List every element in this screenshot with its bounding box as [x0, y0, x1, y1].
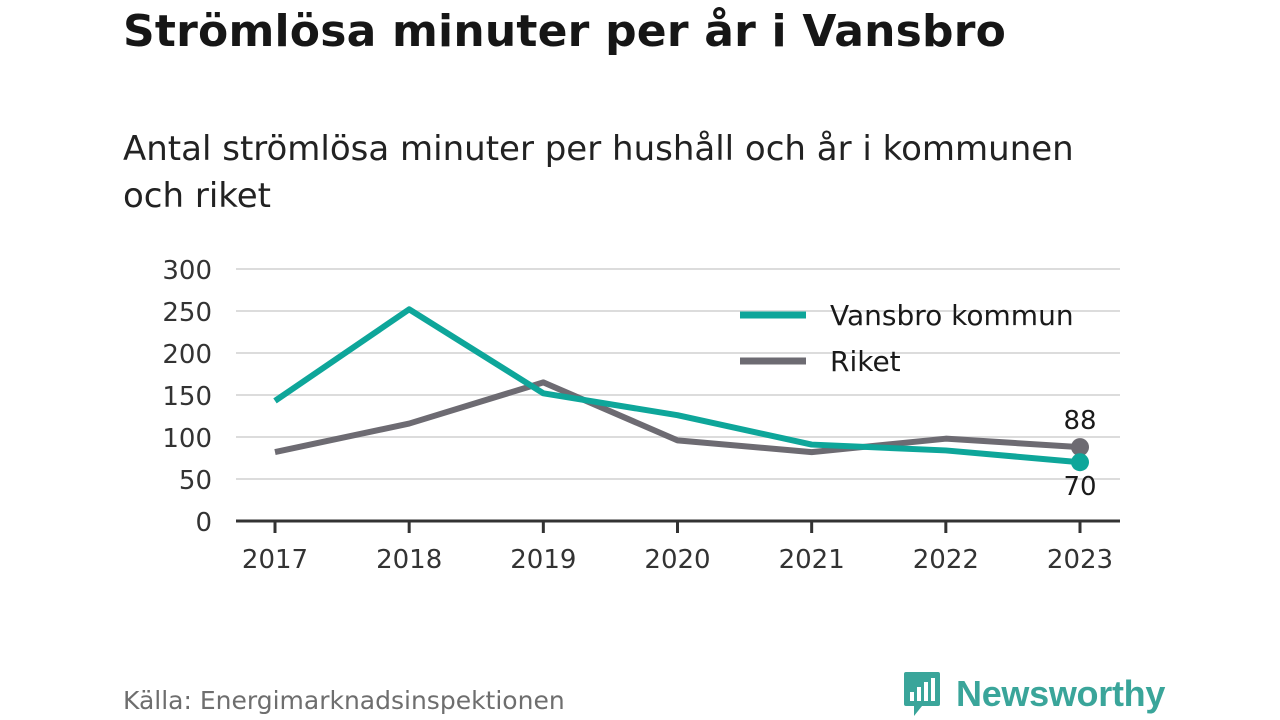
series-line-riket — [274, 379, 1081, 456]
y-tick-label: 50 — [179, 466, 212, 496]
axes: 0 50 100 150 200 250 300 2017 2018 2019 2020 2021 20… — [162, 256, 1120, 575]
source-note: Källa: Energimarknadsinspektionen — [123, 686, 565, 715]
series-end-point — [1071, 438, 1089, 457]
end-value-label: 88 — [1063, 406, 1096, 436]
bar-chart-speech-bubble-icon — [904, 672, 940, 716]
legend-label: Vansbro kommun — [830, 299, 1074, 332]
y-tick-label: 200 — [162, 340, 212, 370]
chart-title: Strömlösa minuter per år i Vansbro — [123, 6, 1007, 57]
grid-lines — [236, 268, 1120, 480]
y-tick-label: 0 — [195, 508, 212, 538]
x-tick-label: 2019 — [510, 545, 576, 575]
data-labels: 88 70 — [1063, 406, 1096, 502]
y-tick-label: 250 — [162, 298, 212, 328]
legend: Vansbro kommun Riket — [740, 299, 1074, 378]
x-tick-label: 2023 — [1047, 545, 1113, 575]
brand-logo: Newsworthy — [902, 670, 1165, 718]
legend-label: Riket — [830, 345, 901, 378]
x-tick-label: 2022 — [913, 545, 979, 575]
y-tick-label: 150 — [162, 382, 212, 412]
x-tick-label: 2021 — [779, 545, 845, 575]
series-lines — [273, 306, 1089, 472]
end-value-label: 70 — [1063, 472, 1096, 502]
y-tick-label: 100 — [162, 424, 212, 454]
x-tick-label: 2020 — [644, 545, 710, 575]
x-tick-label: 2017 — [242, 545, 308, 575]
brand-name: Newsworthy — [956, 673, 1166, 714]
series-line-vansbro-kommun — [273, 306, 1081, 466]
series-end-point — [1071, 453, 1089, 472]
y-tick-label: 300 — [162, 256, 212, 286]
x-tick-label: 2018 — [376, 545, 442, 575]
chart-subtitle: Antal strömlösa minuter per hushåll och … — [123, 129, 1074, 216]
